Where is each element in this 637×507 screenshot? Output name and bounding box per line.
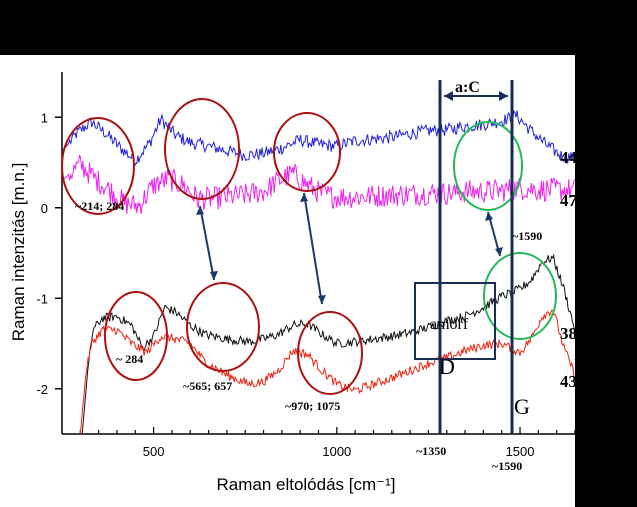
- link-arrow-1: [199, 205, 215, 281]
- ellipse-g-lower: [483, 252, 557, 340]
- x-tick-label: 1000: [322, 444, 351, 459]
- y-ticks: 1 0 -1 -2: [36, 110, 62, 397]
- series-line-47: [61, 154, 575, 215]
- peak-label-214-284: ~214; 284: [75, 199, 124, 213]
- g-band-label: G: [514, 394, 530, 419]
- ac-label: a:C: [455, 79, 480, 96]
- peak-label-1590-axis: ~1590: [492, 459, 522, 473]
- y-tick-label: 1: [41, 110, 48, 125]
- series-label-44: 44: [560, 148, 578, 167]
- series-line-38: [81, 253, 576, 435]
- x-ticks: 500 1000 1500: [79, 427, 576, 459]
- peak-label-284: ~ 284: [116, 352, 143, 366]
- x-tick-label: 500: [143, 444, 165, 459]
- ellipse-214-284: [61, 117, 135, 215]
- link-arrow-2: [303, 192, 323, 305]
- link-arrow-1-heads: [196, 206, 218, 280]
- series-line-43: [79, 309, 576, 435]
- series-label-43: 43: [560, 372, 577, 391]
- d-band-label: D: [439, 354, 455, 379]
- ellipse-970: [297, 311, 363, 395]
- series-line-44: [61, 109, 575, 168]
- amorf-box: [414, 282, 496, 360]
- y-tick-label: -2: [36, 382, 48, 397]
- ellipse-284: [104, 291, 168, 381]
- ellipse-565: [186, 282, 260, 372]
- ellipse-500: [164, 98, 240, 200]
- y-tick-label: 0: [41, 201, 48, 216]
- y-tick-label: -1: [36, 291, 48, 306]
- amorf-label: amorf: [430, 316, 469, 333]
- ellipse-g-upper: [453, 121, 523, 211]
- peak-label-565-657: ~565; 657: [183, 379, 232, 393]
- link-arrow-3-heads: [485, 212, 503, 256]
- peak-label-970-1075: ~970; 1075: [285, 399, 340, 413]
- peak-label-1590-upper: ~1590: [512, 229, 542, 243]
- x-axis-label: Raman eltolódás [cm⁻¹]: [216, 475, 395, 494]
- x-tick-label: 1500: [506, 444, 535, 459]
- series-label-38: 38: [560, 324, 577, 343]
- series-layer: [61, 109, 576, 435]
- annotation-layer: [61, 80, 557, 434]
- peak-label-1350-axis: ~1350: [416, 444, 446, 458]
- ellipse-900: [273, 112, 341, 192]
- chart-panel: [0, 55, 575, 507]
- series-label-47: 47: [560, 191, 578, 210]
- y-axis-label: Raman intenzitás [m.n.]: [9, 163, 28, 342]
